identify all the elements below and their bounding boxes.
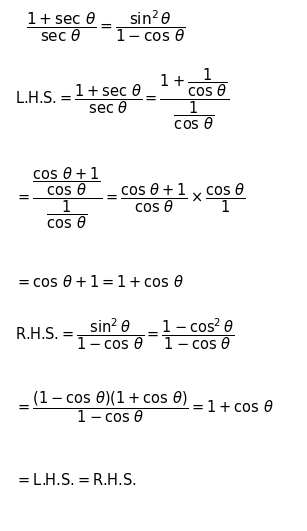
Text: $= \dfrac{(1 - \cos\,\theta)(1 + \cos\,\theta)}{1 - \cos\,\theta} = 1 + \cos\,\t: $= \dfrac{(1 - \cos\,\theta)(1 + \cos\,\…: [15, 389, 274, 425]
Text: $= \cos\,\theta + 1 = 1 + \cos\,\theta$: $= \cos\,\theta + 1 = 1 + \cos\,\theta$: [15, 274, 184, 290]
Text: $\dfrac{1 + \sec\,\theta}{\sec\,\theta} = \dfrac{\sin^2\theta}{1 - \cos\,\theta}: $\dfrac{1 + \sec\,\theta}{\sec\,\theta} …: [25, 8, 185, 44]
Text: $= \dfrac{\dfrac{\cos\,\theta + 1}{\cos\,\theta}}{\dfrac{1}{\cos\,\theta}} = \df: $= \dfrac{\dfrac{\cos\,\theta + 1}{\cos\…: [15, 166, 246, 232]
Text: $= \text{L.H.S.} = \text{R.H.S.}$: $= \text{L.H.S.} = \text{R.H.S.}$: [15, 472, 137, 488]
Text: $\text{R.H.S.} = \dfrac{\sin^2\theta}{1 - \cos\,\theta} = \dfrac{1 - \cos^2\thet: $\text{R.H.S.} = \dfrac{\sin^2\theta}{1 …: [15, 316, 234, 352]
Text: $\text{L.H.S.} = \dfrac{1 + \sec\,\theta}{\sec\,\theta} = \dfrac{1 + \dfrac{1}{\: $\text{L.H.S.} = \dfrac{1 + \sec\,\theta…: [15, 66, 229, 132]
